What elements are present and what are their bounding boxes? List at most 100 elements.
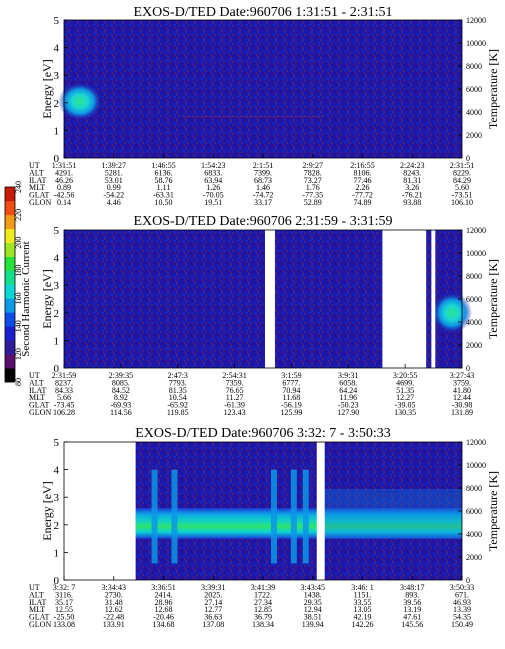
info-row-label: GLON	[29, 408, 51, 417]
y2-tick-label: 6000	[466, 85, 482, 94]
y-tick-label: 1	[54, 335, 60, 347]
info-cell: 51.35	[396, 386, 414, 395]
y2-tick-label: 2000	[466, 553, 482, 562]
info-cell: 35.17	[55, 598, 73, 607]
data-gap	[382, 230, 427, 368]
info-cell: -42.56	[54, 191, 75, 200]
info-row-label: ILAT	[29, 176, 46, 185]
info-cell: 53.01	[105, 176, 123, 185]
info-cell: 46.26	[55, 176, 73, 185]
info-cell: 13.39	[453, 605, 471, 614]
info-cell: 139.94	[302, 620, 324, 629]
info-cell: -63.31	[153, 191, 174, 200]
info-cell: 27.14	[204, 598, 222, 607]
info-cell: 58.76	[155, 176, 173, 185]
info-cell: 119.85	[167, 408, 189, 417]
y-tick-label: 5	[54, 437, 60, 449]
info-cell: 2:31:51	[450, 161, 474, 170]
info-cell: 134.68	[153, 620, 175, 629]
info-cell: 3:34:43	[102, 583, 126, 592]
info-cell: 12.94	[304, 605, 322, 614]
info-cell: 1151.	[354, 590, 372, 599]
info-cell: -70.05	[203, 191, 224, 200]
info-cell: -73.51	[452, 191, 473, 200]
info-cell: 8.92	[114, 393, 128, 402]
y2-tick-label: 4000	[466, 108, 482, 117]
info-cell: 2:1:51	[253, 161, 273, 170]
y-tick-label: 3	[54, 280, 60, 292]
info-cell: 1722.	[254, 590, 272, 599]
info-cell: 81.35	[169, 386, 187, 395]
info-cell: 4.46	[107, 198, 121, 207]
info-cell: 3759.	[453, 378, 471, 387]
info-cell: 3:43:45	[301, 583, 325, 592]
info-cell: 12.27	[396, 393, 414, 402]
info-cell: 11.68	[283, 393, 301, 402]
info-cell: 7793.	[169, 378, 187, 387]
info-row-label: MLT	[29, 393, 45, 402]
y-tick-label: 0	[54, 363, 60, 375]
info-cell: 27.34	[254, 598, 272, 607]
info-cell: 2:54:31	[222, 371, 246, 380]
info-cell: 33.55	[354, 598, 372, 607]
info-cell: 38.51	[304, 613, 322, 622]
info-row-label: MLT	[29, 183, 45, 192]
info-cell: 36.63	[204, 613, 222, 622]
y2-tick-label: 12000	[466, 226, 486, 235]
info-cell: 150.49	[451, 620, 473, 629]
info-cell: 52.89	[304, 198, 322, 207]
info-cell: 5.60	[455, 183, 469, 192]
heatmap-feature	[58, 82, 102, 121]
info-cell: 1.46	[256, 183, 270, 192]
info-cell: 7828.	[304, 168, 322, 177]
info-cell: 2.26	[356, 183, 370, 192]
y2-tick-label: 12000	[466, 16, 486, 25]
panel-title: EXOS-D/TED Date:960706 2:31:59 - 3:31:59	[134, 214, 393, 229]
colorbar-swatch	[5, 312, 15, 327]
info-cell: 28.96	[155, 598, 173, 607]
info-cell: 93.88	[403, 198, 421, 207]
info-cell: -65.92	[167, 401, 188, 410]
colorbar-tick-label: 220	[14, 209, 23, 221]
y-axis-label: Energy [eV]	[40, 269, 54, 328]
colorbar-tick-label: 200	[14, 237, 23, 249]
info-cell: 1.11	[157, 183, 171, 192]
colorbar-swatch	[5, 228, 15, 244]
info-cell: 131.89	[451, 408, 473, 417]
info-cell: 12.44	[453, 393, 471, 402]
info-cell: 39.56	[403, 598, 421, 607]
data-gap	[264, 230, 275, 368]
info-cell: 84.52	[112, 386, 130, 395]
info-cell: -74.72	[253, 191, 274, 200]
colorbar-tick-label: 180	[14, 265, 23, 277]
info-cell: 1438.	[304, 590, 322, 599]
info-cell: 2:39:35	[109, 371, 133, 380]
colorbar-swatches	[5, 187, 15, 383]
info-cell: 2730.	[105, 590, 123, 599]
colorbar-ticks: 80 120 140 160 180 200 220 240	[14, 181, 23, 386]
y-tick-label: 4	[54, 43, 60, 55]
info-cell: 41.80	[453, 386, 471, 395]
y-tick-label: 5	[54, 15, 60, 27]
info-cell: 2:16:55	[350, 161, 374, 170]
y2-tick-label: 8000	[466, 62, 482, 71]
y2-tick-label: 10000	[466, 39, 486, 48]
info-row-label: ILAT	[29, 386, 46, 395]
colorbar-tick-label: 240	[14, 181, 23, 193]
info-cell: 12.77	[204, 605, 222, 614]
info-cell: 1.26	[206, 183, 220, 192]
heatmap-spike	[270, 469, 277, 564]
info-cell: 46.93	[453, 598, 471, 607]
info-cell: 36.79	[254, 613, 272, 622]
info-cell: -30.98	[452, 401, 473, 410]
y2-tick-label: 6000	[466, 295, 482, 304]
info-cell: 123.43	[224, 408, 246, 417]
info-cell: -61.39	[224, 401, 245, 410]
info-cell: 8106.	[354, 168, 372, 177]
info-cell: 1:46:55	[151, 161, 175, 170]
info-cell: 3:32: 7	[53, 583, 75, 592]
info-cell: -73.45	[54, 401, 75, 410]
y2-tick-label: 0	[466, 154, 470, 163]
info-cell: 5281.	[105, 168, 123, 177]
info-cell: -69.93	[111, 401, 132, 410]
